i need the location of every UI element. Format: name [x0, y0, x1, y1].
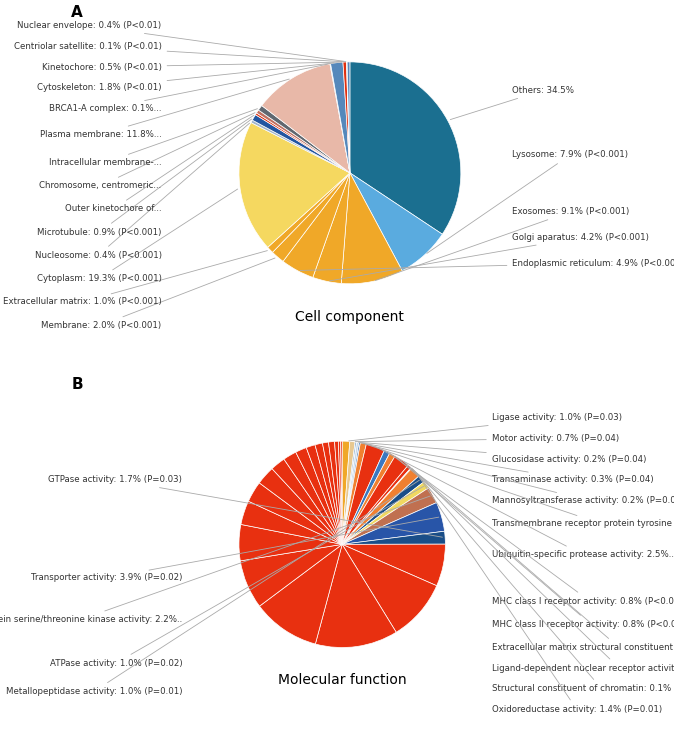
- Wedge shape: [251, 120, 350, 173]
- Text: Nucleosome: 0.4% (P<0.001): Nucleosome: 0.4% (P<0.001): [34, 123, 249, 260]
- Wedge shape: [342, 443, 367, 545]
- Wedge shape: [315, 545, 396, 648]
- Wedge shape: [239, 525, 342, 561]
- Wedge shape: [342, 468, 419, 545]
- Text: Cytoskeleton: 1.8% (P<0.01): Cytoskeleton: 1.8% (P<0.01): [37, 63, 334, 92]
- Wedge shape: [341, 173, 402, 284]
- Text: GTPase activity: 1.7% (P=0.03): GTPase activity: 1.7% (P=0.03): [49, 476, 442, 537]
- Wedge shape: [330, 62, 350, 173]
- Wedge shape: [241, 545, 342, 606]
- Wedge shape: [306, 445, 342, 545]
- Text: Transporter activity: 3.9% (P=0.02): Transporter activity: 3.9% (P=0.02): [31, 517, 439, 583]
- Text: Molecular function: Molecular function: [278, 673, 406, 687]
- Wedge shape: [259, 545, 342, 644]
- Text: Metallopeptidase activity: 1.0% (P=0.01): Metallopeptidase activity: 1.0% (P=0.01): [5, 480, 419, 696]
- Text: A: A: [71, 5, 83, 20]
- Wedge shape: [283, 173, 350, 277]
- Wedge shape: [257, 110, 350, 173]
- Wedge shape: [330, 64, 350, 173]
- Wedge shape: [239, 123, 350, 247]
- Wedge shape: [328, 441, 342, 545]
- Wedge shape: [262, 64, 350, 173]
- Wedge shape: [258, 106, 350, 173]
- Text: ATPase activity: 1.0% (P=0.02): ATPase activity: 1.0% (P=0.02): [50, 486, 424, 667]
- Text: Exosomes: 9.1% (P<0.001): Exosomes: 9.1% (P<0.001): [375, 207, 630, 281]
- Wedge shape: [259, 469, 342, 545]
- Text: Oxidoreductase activity: 1.4% (P=0.01): Oxidoreductase activity: 1.4% (P=0.01): [417, 474, 662, 714]
- Wedge shape: [342, 441, 355, 545]
- Wedge shape: [313, 173, 350, 283]
- Wedge shape: [342, 442, 359, 545]
- Wedge shape: [342, 441, 350, 545]
- Wedge shape: [342, 456, 408, 545]
- Text: Cell component: Cell component: [295, 310, 404, 324]
- Wedge shape: [342, 545, 437, 632]
- Text: Ligand-dependent nuclear receptor activity: 0.5% (P<0.01): Ligand-dependent nuclear receptor activi…: [412, 468, 674, 672]
- Text: Nuclear envelope: 0.4% (P<0.01): Nuclear envelope: 0.4% (P<0.01): [18, 22, 346, 62]
- Wedge shape: [322, 442, 342, 545]
- Text: Structural constituent of chromatin: 0.1% (P<0.01): Structural constituent of chromatin: 0.1…: [413, 470, 674, 693]
- Wedge shape: [342, 481, 429, 545]
- Text: Mannosyltransferase activity: 0.2% (P=0.05): Mannosyltransferase activity: 0.2% (P=0.…: [363, 444, 674, 505]
- Text: Kinetochore: 0.5% (P<0.01): Kinetochore: 0.5% (P<0.01): [42, 62, 342, 71]
- Wedge shape: [268, 173, 350, 253]
- Text: Chromosome, centromeric...: Chromosome, centromeric...: [39, 113, 255, 190]
- Text: Golgi aparatus: 4.2% (P<0.001): Golgi aparatus: 4.2% (P<0.001): [330, 233, 649, 281]
- Text: Lysosome: 7.9% (P<0.001): Lysosome: 7.9% (P<0.001): [427, 150, 628, 253]
- Text: Extracellular matrix: 1.0% (P<0.001): Extracellular matrix: 1.0% (P<0.001): [3, 250, 268, 306]
- Text: B: B: [71, 377, 83, 392]
- Wedge shape: [350, 173, 442, 270]
- Wedge shape: [342, 476, 424, 545]
- Wedge shape: [342, 488, 437, 545]
- Text: Endoplasmic reticulum: 4.9% (P<0.001): Endoplasmic reticulum: 4.9% (P<0.001): [300, 259, 674, 270]
- Text: Plasma membrane: 11.8%...: Plasma membrane: 11.8%...: [40, 79, 289, 139]
- Wedge shape: [241, 502, 342, 545]
- Text: Outer kinetochore of...: Outer kinetochore of...: [65, 115, 253, 213]
- Text: BRCA1-A complex: 0.1%...: BRCA1-A complex: 0.1%...: [49, 64, 328, 113]
- Wedge shape: [342, 444, 384, 545]
- Text: Ubiquitin-specific protease activity: 2.5%..: Ubiquitin-specific protease activity: 2.…: [378, 448, 674, 559]
- Wedge shape: [272, 173, 350, 262]
- Wedge shape: [334, 441, 342, 545]
- Wedge shape: [340, 441, 342, 545]
- Text: Centriolar satellite: 0.1% (P<0.01): Centriolar satellite: 0.1% (P<0.01): [13, 42, 344, 62]
- Wedge shape: [342, 453, 395, 545]
- Text: MHC class II receptor activity: 0.8% (P<0.001): MHC class II receptor activity: 0.8% (P<…: [395, 456, 674, 629]
- Text: Intracellular membrane-...: Intracellular membrane-...: [49, 108, 257, 167]
- Wedge shape: [252, 114, 350, 173]
- Wedge shape: [342, 544, 446, 585]
- Wedge shape: [350, 62, 461, 234]
- Text: Cytoplasm: 19.3% (P<0.001): Cytoplasm: 19.3% (P<0.001): [36, 189, 238, 283]
- Wedge shape: [342, 467, 412, 545]
- Wedge shape: [342, 443, 361, 545]
- Wedge shape: [346, 62, 350, 173]
- Wedge shape: [342, 450, 390, 545]
- Wedge shape: [338, 441, 342, 545]
- Text: Microtubule: 0.9% (P<0.001): Microtubule: 0.9% (P<0.001): [37, 119, 251, 237]
- Wedge shape: [296, 447, 342, 545]
- Wedge shape: [347, 62, 350, 173]
- Text: MHC class I receptor activity: 0.8% (P<0.001): MHC class I receptor activity: 0.8% (P<0…: [390, 453, 674, 606]
- Wedge shape: [272, 459, 342, 545]
- Wedge shape: [249, 483, 342, 545]
- Wedge shape: [342, 531, 446, 545]
- Text: Transmembrane receptor protein tyrosine kinase...: Transmembrane receptor protein tyrosine …: [366, 444, 674, 528]
- Text: Others: 34.5%: Others: 34.5%: [450, 85, 574, 120]
- Text: Protein serine/threonine kinase activity: 2.2%..: Protein serine/threonine kinase activity…: [0, 496, 430, 623]
- Text: Motor activity: 0.7% (P=0.04): Motor activity: 0.7% (P=0.04): [355, 434, 619, 443]
- Wedge shape: [315, 443, 342, 545]
- Wedge shape: [255, 113, 350, 173]
- Wedge shape: [343, 62, 350, 173]
- Text: Extracellular matrix structural constituent: 2.1% (P<0.001): Extracellular matrix structural constitu…: [404, 462, 674, 652]
- Wedge shape: [342, 502, 445, 545]
- Wedge shape: [284, 452, 342, 545]
- Text: Ligase activity: 1.0% (P=0.03): Ligase activity: 1.0% (P=0.03): [348, 413, 622, 441]
- Text: Membrane: 2.0% (P<0.001): Membrane: 2.0% (P<0.001): [41, 258, 275, 330]
- Text: Transaminase activity: 0.3% (P=0.04): Transaminase activity: 0.3% (P=0.04): [361, 443, 653, 484]
- Text: Glucosidase activity: 0.2% (P=0.04): Glucosidase activity: 0.2% (P=0.04): [359, 442, 646, 464]
- Wedge shape: [342, 465, 411, 545]
- Wedge shape: [342, 442, 357, 545]
